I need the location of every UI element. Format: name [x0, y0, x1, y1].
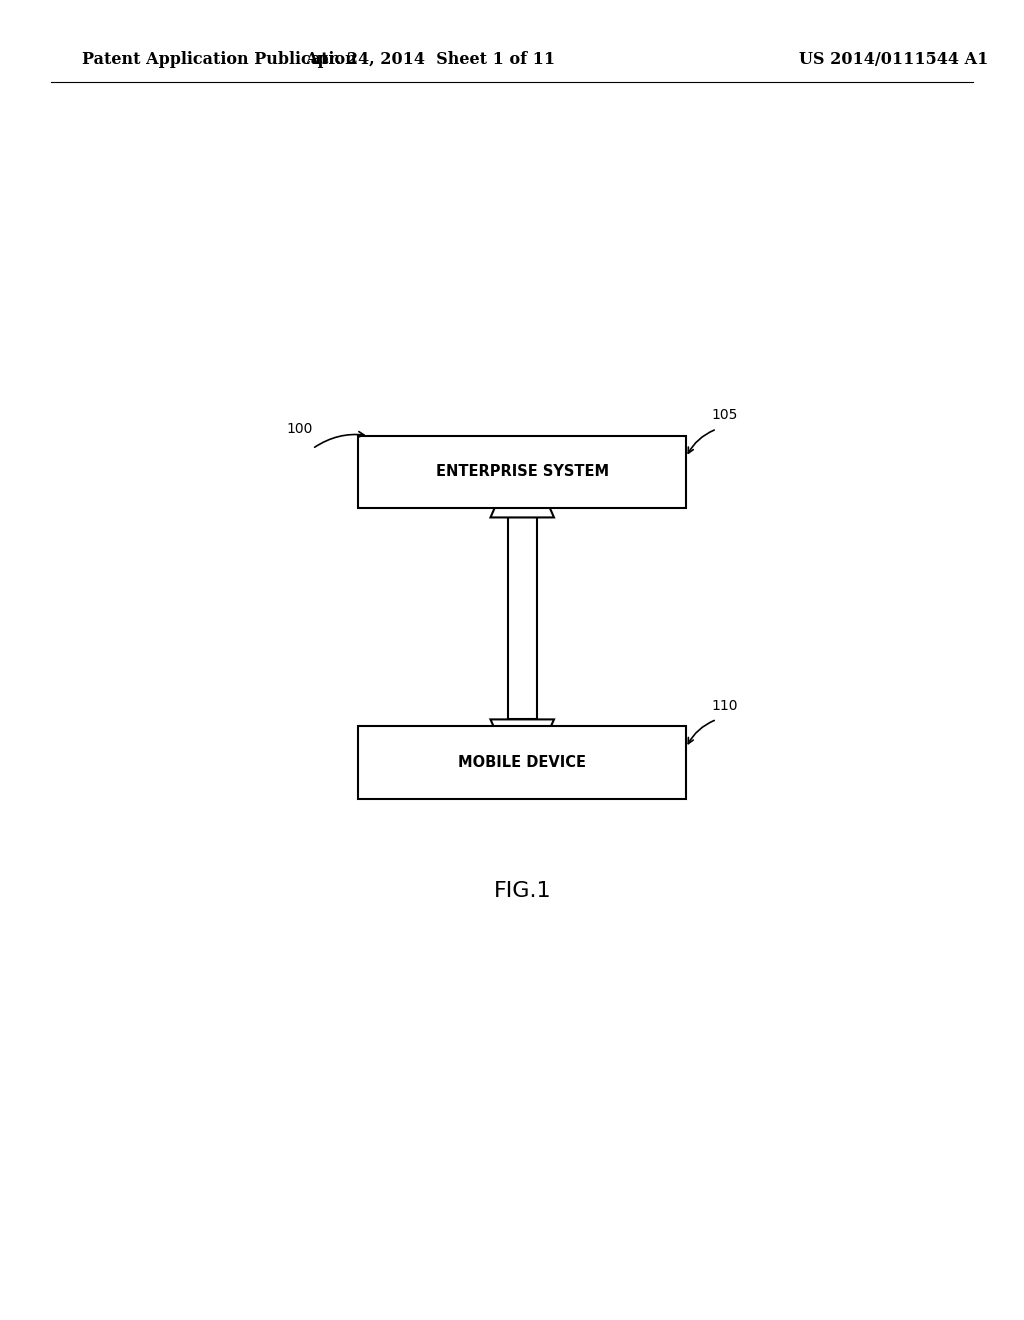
Text: Apr. 24, 2014  Sheet 1 of 11: Apr. 24, 2014 Sheet 1 of 11 — [305, 51, 555, 67]
FancyBboxPatch shape — [358, 436, 686, 508]
Polygon shape — [490, 719, 554, 792]
Text: 100: 100 — [287, 421, 313, 436]
Text: ENTERPRISE SYSTEM: ENTERPRISE SYSTEM — [435, 465, 609, 479]
Text: 110: 110 — [712, 698, 738, 713]
Text: Patent Application Publication: Patent Application Publication — [82, 51, 356, 67]
FancyBboxPatch shape — [358, 726, 686, 799]
Text: 105: 105 — [712, 408, 738, 422]
Polygon shape — [490, 445, 554, 517]
Text: US 2014/0111544 A1: US 2014/0111544 A1 — [799, 51, 988, 67]
Text: FIG.1: FIG.1 — [494, 880, 551, 902]
Text: MOBILE DEVICE: MOBILE DEVICE — [459, 755, 586, 770]
Polygon shape — [508, 517, 537, 719]
